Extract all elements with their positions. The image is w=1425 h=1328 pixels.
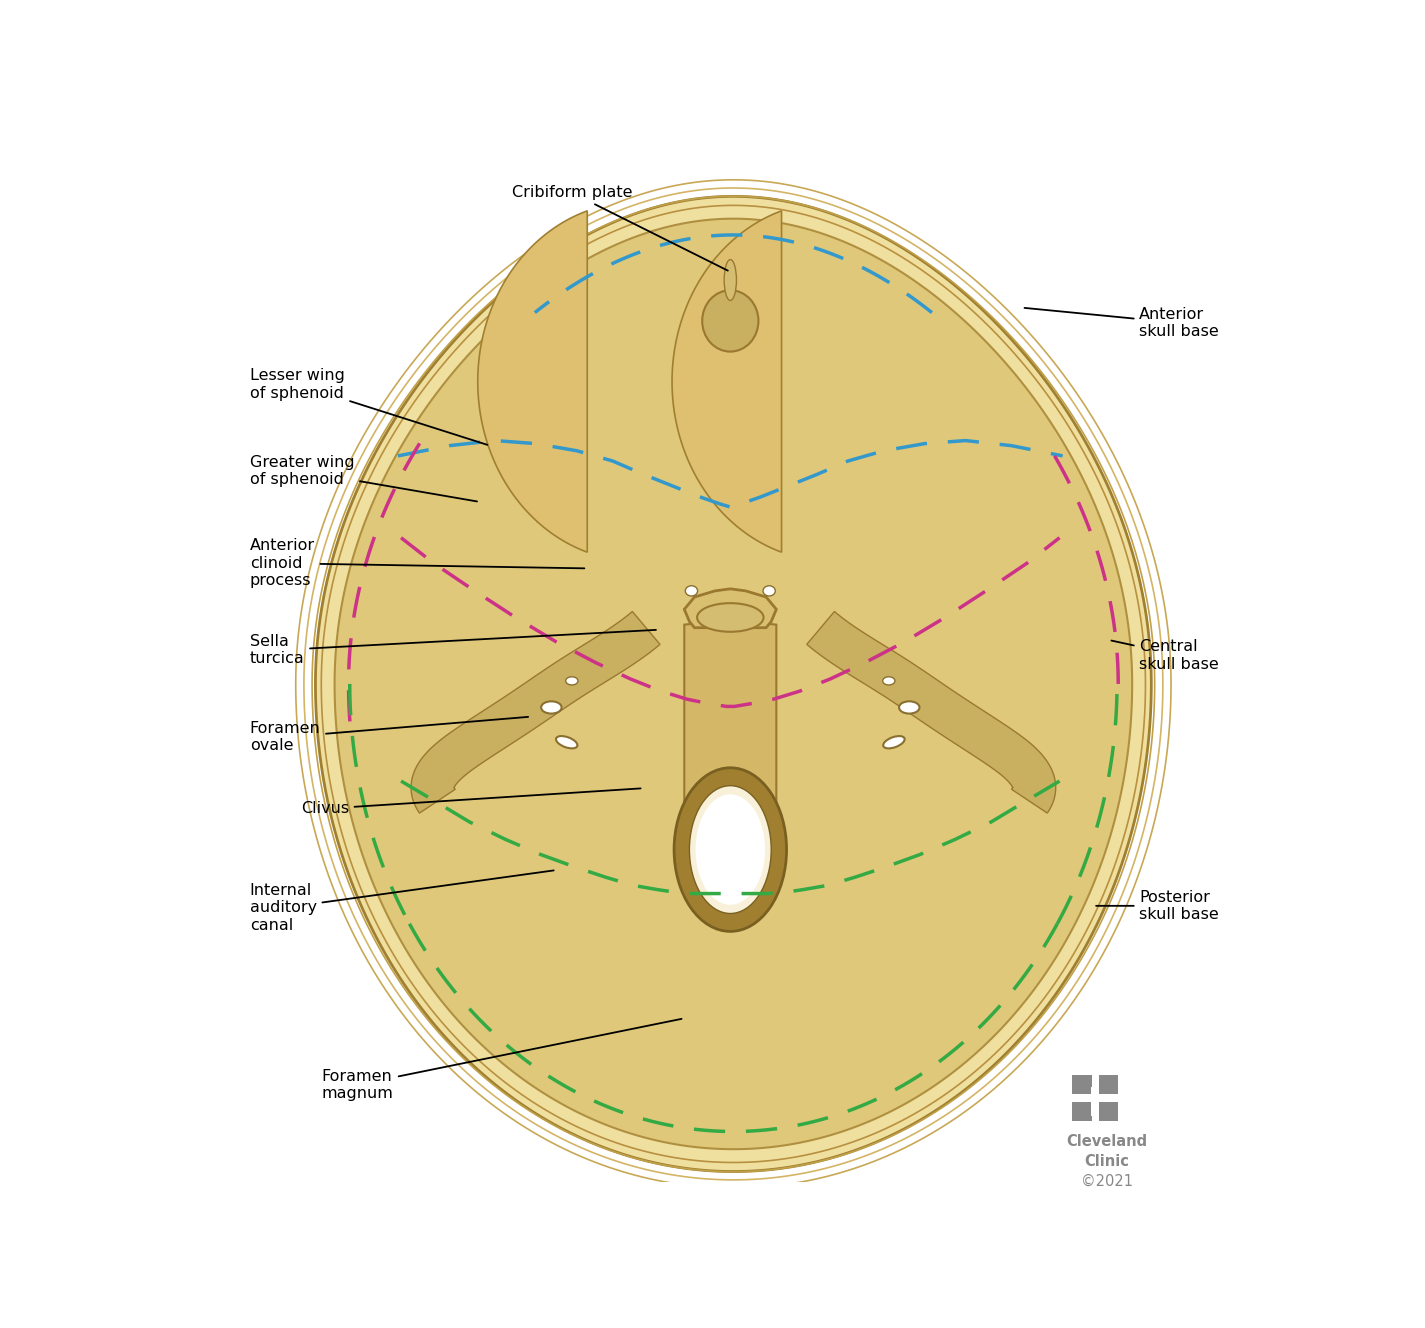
- Bar: [1080, 1094, 1110, 1102]
- Ellipse shape: [542, 701, 561, 713]
- Ellipse shape: [724, 259, 737, 300]
- Polygon shape: [477, 211, 587, 552]
- Text: Sella
turcica: Sella turcica: [249, 629, 656, 667]
- Ellipse shape: [690, 786, 771, 914]
- Text: Central
skull base: Central skull base: [1112, 639, 1218, 672]
- Ellipse shape: [899, 701, 919, 713]
- Polygon shape: [684, 588, 777, 628]
- Text: Foramen
ovale: Foramen ovale: [249, 717, 529, 753]
- Ellipse shape: [884, 736, 905, 749]
- Text: Internal
auditory
canal: Internal auditory canal: [249, 870, 554, 932]
- Polygon shape: [807, 611, 1056, 813]
- Polygon shape: [335, 219, 1133, 1149]
- Ellipse shape: [674, 768, 787, 931]
- Polygon shape: [684, 619, 777, 806]
- Text: Anterior
skull base: Anterior skull base: [1025, 307, 1218, 339]
- Polygon shape: [335, 219, 1133, 1149]
- Ellipse shape: [685, 586, 698, 596]
- Text: Lesser wing
of sphenoid: Lesser wing of sphenoid: [249, 368, 487, 445]
- Ellipse shape: [703, 291, 758, 352]
- Bar: [1092, 1086, 1100, 1117]
- Ellipse shape: [566, 677, 579, 685]
- Ellipse shape: [556, 736, 577, 749]
- Ellipse shape: [697, 603, 764, 632]
- Polygon shape: [673, 211, 781, 552]
- Bar: [1099, 1076, 1119, 1094]
- Text: Posterior
skull base: Posterior skull base: [1096, 890, 1218, 922]
- Ellipse shape: [882, 677, 895, 685]
- Bar: [1073, 1102, 1092, 1121]
- Text: ©2021: ©2021: [1082, 1174, 1133, 1190]
- Polygon shape: [410, 611, 660, 813]
- Bar: [1099, 1102, 1119, 1121]
- Ellipse shape: [695, 794, 765, 904]
- Text: Anterior
clinoid
process: Anterior clinoid process: [249, 538, 584, 588]
- Bar: [1073, 1076, 1092, 1094]
- Text: Cleveland: Cleveland: [1066, 1134, 1147, 1149]
- Text: Greater wing
of sphenoid: Greater wing of sphenoid: [249, 456, 477, 502]
- Text: Cribiform plate: Cribiform plate: [512, 186, 728, 271]
- Text: Clivus: Clivus: [301, 789, 641, 817]
- Text: Clinic: Clinic: [1084, 1154, 1129, 1169]
- Text: Foramen
magnum: Foramen magnum: [321, 1019, 681, 1101]
- Polygon shape: [315, 197, 1151, 1171]
- Ellipse shape: [762, 586, 775, 596]
